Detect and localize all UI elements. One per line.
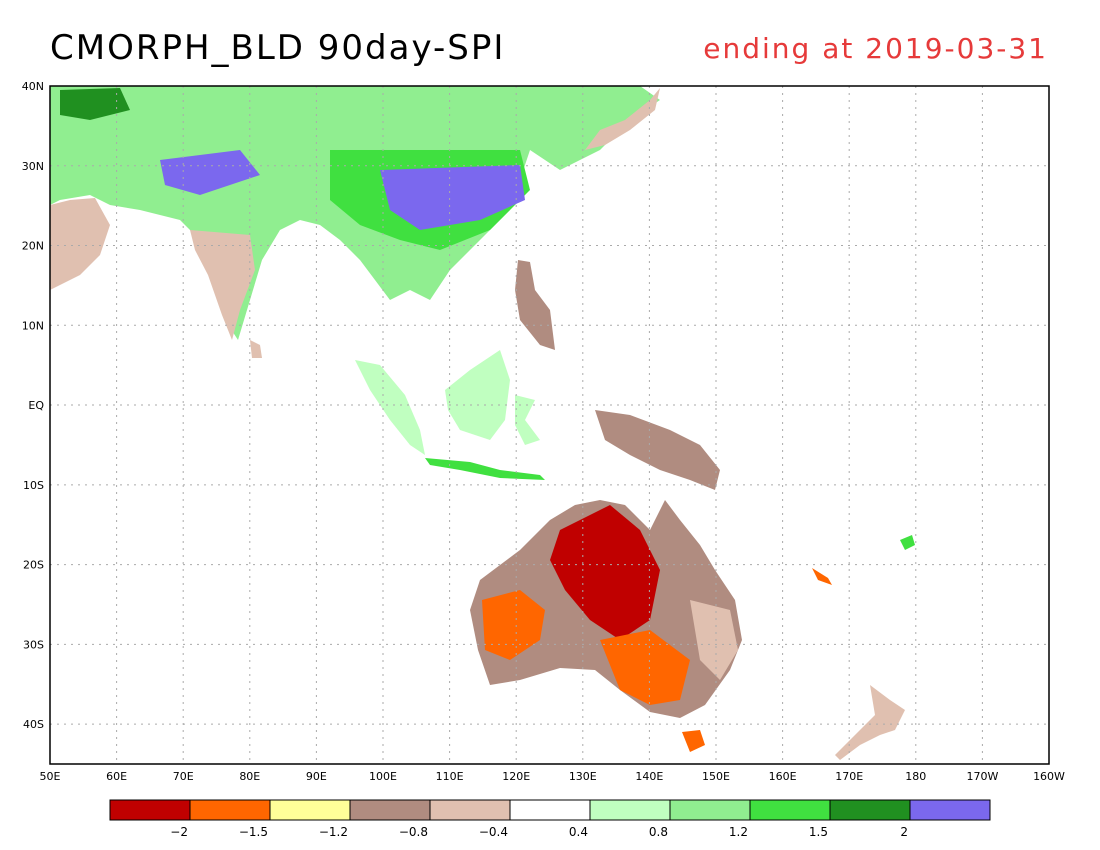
new-guinea-land: [595, 410, 720, 490]
lon-tick-label: 80E: [239, 770, 260, 783]
colorbar-swatch: [349, 799, 431, 821]
lat-tick-label: 20S: [23, 559, 44, 572]
japan-land: [585, 88, 660, 150]
colorbar-label: 0.4: [569, 825, 588, 839]
australia-dry-core: [550, 505, 660, 640]
lat-tick-label: 40N: [22, 80, 44, 93]
java-land: [425, 458, 545, 480]
colorbar: −2 −1.5 −1.2 −0.8 −0.4 0.4 0.8 1.2 1.5 2: [109, 799, 991, 839]
lon-tick-label: 70E: [173, 770, 194, 783]
lat-tick-label: 30N: [22, 160, 44, 173]
colorbar-swatch: [189, 799, 271, 821]
colorbar-swatch: [269, 799, 351, 821]
borneo-land: [445, 350, 510, 440]
lon-tick-label: 120E: [502, 770, 530, 783]
lon-tick-label: 170W: [966, 770, 998, 783]
colorbar-label: −2: [170, 825, 188, 839]
lat-tick-label: 40S: [23, 718, 44, 731]
lon-tick-label: 110E: [436, 770, 464, 783]
north-wet: [60, 88, 130, 120]
colorbar-label: −0.4: [479, 825, 508, 839]
pacific-island-fiji: [900, 535, 915, 550]
colorbar-label: 0.8: [649, 825, 668, 839]
lon-tick-label: 160E: [769, 770, 797, 783]
lon-tick-label: 50E: [40, 770, 61, 783]
map-field-layer: [50, 86, 915, 760]
lon-tick-label: 90E: [306, 770, 327, 783]
colorbar-swatch: [509, 799, 591, 821]
colorbar-label: −0.8: [399, 825, 428, 839]
lon-tick-label: 130E: [569, 770, 597, 783]
lon-tick-label: 180: [905, 770, 926, 783]
colorbar-label: 1.2: [729, 825, 748, 839]
tasmania-land: [682, 730, 705, 752]
australia-dry-west: [482, 590, 545, 660]
colorbar-swatch: [669, 799, 751, 821]
lat-tick-label: 20N: [22, 240, 44, 253]
sulawesi-land: [515, 395, 540, 445]
australia-moist-east: [690, 600, 738, 680]
lon-tick-label: 100E: [369, 770, 397, 783]
china-heavy-wet: [380, 165, 525, 230]
lat-tick-label: 30S: [23, 638, 44, 651]
colorbar-label: 2: [900, 825, 908, 839]
new-zealand-land: [835, 685, 905, 760]
colorbar-label: −1.5: [239, 825, 268, 839]
lon-tick-label: 150E: [702, 770, 730, 783]
colorbar-swatch: [109, 799, 191, 821]
new-caledonia-land: [812, 568, 832, 585]
lon-tick-label: 60E: [106, 770, 127, 783]
lon-tick-label: 160W: [1033, 770, 1065, 783]
philippines-land: [515, 260, 555, 350]
india-land: [190, 230, 255, 340]
map-title: CMORPH_BLD 90day-SPI: [50, 28, 506, 68]
arabia-land: [50, 198, 110, 290]
colorbar-label: 1.5: [809, 825, 828, 839]
sri-lanka-land: [250, 340, 262, 358]
lon-tick-label: 140E: [635, 770, 663, 783]
grid-lines: [50, 86, 1049, 764]
colorbar-swatch: [749, 799, 831, 821]
lat-tick-label: EQ: [28, 399, 44, 412]
colorbar-swatch: [909, 799, 991, 821]
colorbar-swatch: [829, 799, 911, 821]
lon-tick-label: 170E: [835, 770, 863, 783]
colorbar-swatch: [429, 799, 511, 821]
sumatra-land: [355, 360, 425, 455]
map-subtitle: ending at 2019-03-31: [703, 32, 1048, 65]
lat-tick-label: 10N: [22, 319, 44, 332]
australia-dry-south: [600, 630, 690, 705]
colorbar-swatch: [589, 799, 671, 821]
longitude-tick-labels: 50E 60E 70E 80E 90E 100E 110E 120E 130E 140E 150E 1…: [40, 770, 1066, 783]
lat-tick-label: 10S: [23, 479, 44, 492]
latitude-tick-labels: 40N 30N 20N 10N EQ 10S 20S 30S 40S: [22, 80, 45, 731]
plot-frame: [49, 85, 1050, 765]
colorbar-label: −1.2: [319, 825, 348, 839]
tibet-wet: [160, 150, 260, 195]
